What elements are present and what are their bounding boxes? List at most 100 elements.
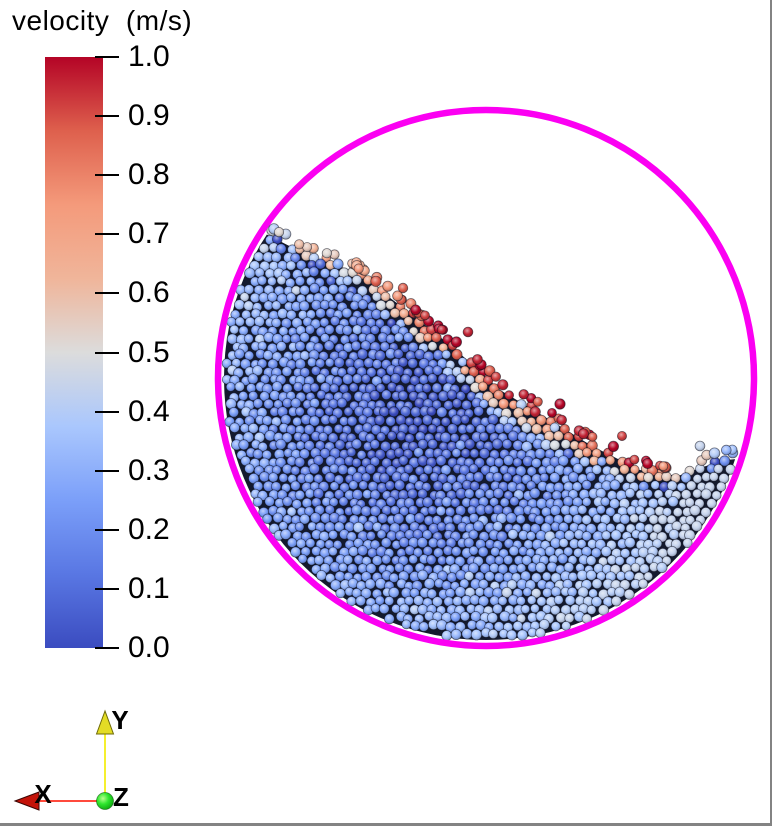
- colorbar-tick-label: 0.7: [128, 217, 170, 251]
- particle: [252, 448, 264, 460]
- particle: [305, 538, 316, 549]
- particle: [383, 613, 395, 625]
- particle: [308, 266, 320, 278]
- particle: [585, 555, 597, 566]
- particle: [624, 570, 635, 581]
- particle: [549, 472, 561, 484]
- particle: [541, 571, 552, 582]
- particle: [341, 307, 353, 319]
- particle: [379, 309, 391, 321]
- particle: [680, 472, 692, 484]
- particle: [440, 416, 451, 427]
- particle: [692, 488, 702, 499]
- particle: [377, 512, 389, 524]
- particle: [324, 504, 335, 515]
- particle: [505, 512, 518, 524]
- particle: [526, 595, 537, 605]
- particle: [477, 546, 489, 558]
- particle: [451, 398, 463, 409]
- particle: [392, 290, 404, 302]
- particle: [516, 596, 526, 606]
- particle: [464, 438, 476, 450]
- particle: [238, 439, 250, 451]
- particle: [554, 398, 566, 410]
- particle: [512, 620, 524, 632]
- particle: [393, 513, 405, 525]
- particle: [427, 373, 438, 384]
- particle: [446, 423, 459, 435]
- particle: [607, 440, 620, 452]
- particle: [610, 529, 622, 541]
- particle: [381, 554, 392, 565]
- particle: [374, 318, 385, 329]
- particle: [423, 464, 434, 475]
- particle: [461, 628, 473, 640]
- particle: [502, 454, 514, 466]
- particle: [629, 464, 640, 475]
- particle: [324, 471, 336, 483]
- particle: [462, 326, 474, 338]
- particle: [375, 383, 386, 393]
- particle: [468, 463, 479, 474]
- particle: [567, 471, 580, 483]
- particle: [473, 405, 485, 417]
- particle: [388, 586, 400, 599]
- particle: [342, 554, 354, 566]
- particle: [624, 487, 636, 499]
- particle: [522, 587, 533, 597]
- particle: [719, 455, 731, 467]
- particle: [535, 627, 546, 639]
- particle: [374, 448, 386, 461]
- particle: [385, 415, 396, 427]
- particle: [290, 252, 301, 264]
- particle: [515, 514, 526, 525]
- particle: [342, 373, 354, 385]
- particle: [502, 472, 513, 483]
- particle: [472, 471, 484, 483]
- particle: [410, 406, 422, 418]
- particle: [605, 455, 616, 466]
- particle: [450, 336, 462, 348]
- particle: [356, 348, 369, 360]
- particle: [490, 371, 501, 382]
- particle: [504, 390, 515, 401]
- particle: [508, 612, 518, 623]
- particle: [439, 431, 452, 444]
- particle: [229, 324, 240, 335]
- particle: [271, 317, 282, 328]
- colorbar-tick: [95, 410, 119, 413]
- particle: [322, 424, 333, 436]
- colorbar-tick: [95, 292, 119, 295]
- particle: [281, 366, 293, 377]
- particle: [643, 571, 654, 582]
- particle: [507, 528, 519, 540]
- particle: [384, 480, 396, 491]
- particle: [413, 512, 426, 524]
- particle: [547, 407, 557, 418]
- particle: [243, 300, 254, 312]
- particle: [393, 332, 404, 343]
- particle: [581, 514, 592, 526]
- particle: [350, 504, 363, 516]
- particle: [271, 381, 283, 392]
- particle: [299, 448, 310, 460]
- particle: [614, 555, 625, 566]
- particle: [445, 587, 456, 599]
- particle: [691, 520, 703, 532]
- particle: [582, 447, 593, 458]
- particle: [601, 530, 612, 541]
- particle: [643, 472, 654, 483]
- particle: [493, 389, 504, 401]
- particle: [464, 488, 475, 499]
- particle: [531, 572, 542, 583]
- particle: [410, 304, 422, 316]
- particle: [408, 554, 419, 565]
- particle: [464, 374, 475, 385]
- particle: [418, 374, 429, 385]
- particle: [620, 548, 631, 559]
- particle: [313, 555, 325, 566]
- particle: [518, 389, 529, 400]
- particle: [348, 382, 359, 393]
- particle: [581, 479, 592, 490]
